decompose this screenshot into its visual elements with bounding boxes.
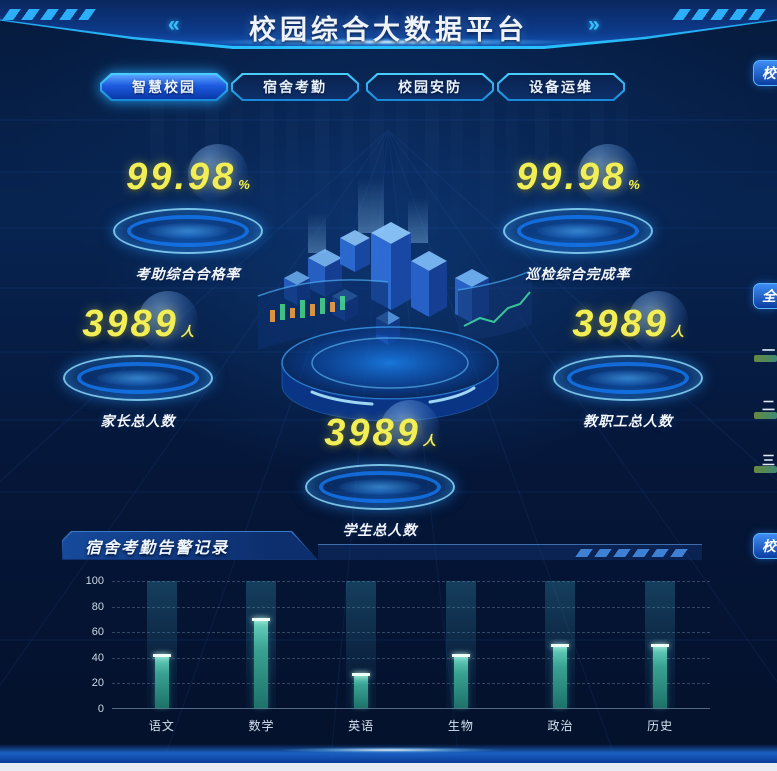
stat-inspection-completion-rate: 99.98% 巡检综合完成率 [486,144,670,284]
header-light-streak [120,36,660,48]
stat-label: 考助综合合格率 [135,266,241,282]
stat-value: 3989 人 [324,412,436,454]
rank-item-3: 三 [762,453,776,468]
stat-unit: 人 [180,324,194,339]
left-arrows-icon: « [168,13,180,36]
titlebar-dash-decoration [575,549,691,557]
platform-glow [553,355,703,401]
stat-label: 学生总人数 [342,522,418,538]
chart-bar [352,673,371,708]
chart-ytick-label: 80 [91,600,104,613]
chart-bar-slot: 政治 [511,581,611,733]
page-title: 校园综合大数据平台 [249,15,528,45]
dorm-alert-bar-chart: 0 20 40 60 80 100 语文 数学 英语 生物 政治 历史 [86,575,710,733]
chart-bar [252,618,271,708]
chart-bar [451,654,470,708]
rank-bar-2 [754,412,777,419]
rank-item-1: 一 [762,343,776,358]
right-panel-tab-top[interactable]: 校 [753,60,777,86]
platform-glow [503,208,653,254]
chart-bar-slot: 生物 [411,581,511,733]
tab-label: 校园安防 [368,75,492,99]
bar-cap [651,644,670,647]
tab-equipment-ops[interactable]: 设备运维 [497,73,625,101]
chart-bar [152,654,171,708]
tab-label: 设备运维 [499,75,623,99]
panel-title-shape: 宿舍考勤告警记录 [62,531,318,560]
panel-titlebar-extension [318,544,702,560]
platform-glow [305,464,455,510]
stat-unit: 人 [422,433,436,448]
sphere-decoration [138,291,198,351]
chart-ytick-label: 20 [91,677,104,690]
chart-bar [651,644,670,708]
bar-cap [152,654,171,658]
chart-gridline [112,657,710,659]
right-panel-tab-bottom[interactable]: 校 [753,533,777,559]
chart-ytick-label: 100 [85,575,104,587]
tab-campus-security[interactable]: 校园安防 [366,73,494,101]
stat-total-parents: 3989 人 家长总人数 [46,291,230,431]
right-panel-tab-middle[interactable]: 全 [753,283,777,309]
bar-cap [551,644,570,647]
bottom-light-streak [240,746,540,754]
right-arrows-icon: » [588,13,600,36]
chart-gridline [112,581,710,582]
dorm-alert-panel-titlebar: 宿舍考勤告警记录 [62,531,702,560]
chart-category-label: 历史 [647,719,674,733]
bottom-white-strip [0,763,777,771]
stat-value: 99.98% [126,156,250,198]
sphere-decoration [380,400,440,460]
bar-cap [252,618,271,622]
chart-ytick-label: 60 [91,626,104,639]
bottom-glow-bar [0,744,777,764]
chart-bar-slot: 历史 [610,581,710,733]
tab-label: 智慧校园 [102,75,226,99]
panel-title: 宿舍考勤告警记录 [85,539,230,557]
chart-bar-slot: 语文 [112,581,212,733]
stat-value: 3989 人 [82,303,194,345]
stat-unit: % [238,177,250,192]
chart-bar-slot: 英语 [311,581,411,733]
stat-label: 教职工总人数 [583,413,673,429]
stat-attendance-pass-rate: 99.98% 考助综合合格率 [96,144,280,284]
stat-total-students: 3989 人 学生总人数 [288,400,472,540]
chart-gridline [112,683,710,685]
chart-bar-slot: 数学 [212,581,312,733]
rank-item-2: 二 [762,398,776,413]
stat-label: 家长总人数 [100,413,176,429]
sphere-decoration [188,144,248,204]
stat-total-staff: 3989 人 教职工总人数 [536,291,720,431]
platform-glow [63,355,213,401]
sphere-decoration [578,144,638,204]
stat-value: 99.98% [516,156,640,198]
bar-cap [352,673,371,677]
chart-category-label: 数学 [248,719,275,733]
chart-category-label: 政治 [547,719,574,733]
stat-value: 3989 人 [572,303,684,345]
rank-bar-1 [754,355,777,362]
stat-unit: % [628,177,640,192]
chart-category-label: 语文 [148,719,175,733]
chart-category-label: 英语 [348,719,375,733]
tab-smart-campus[interactable]: 智慧校园 [100,73,228,101]
stat-label: 巡检综合完成率 [525,266,631,282]
bar-cap [451,654,470,658]
tab-dorm-attendance[interactable]: 宿舍考勤 [231,73,359,101]
chart-gridline [112,606,710,608]
sphere-decoration [628,291,688,351]
chart-category-label: 生物 [447,719,474,733]
stat-unit: 人 [670,324,684,339]
rank-bar-3 [754,466,777,473]
platform-glow [113,208,263,254]
tab-label: 宿舍考勤 [233,75,357,99]
center-3d-graphic [257,178,533,422]
chart-gridline [112,632,710,634]
chart-ytick-label: 0 [97,703,104,715]
chart-ytick-label: 40 [91,651,104,664]
chart-bar [551,644,570,708]
